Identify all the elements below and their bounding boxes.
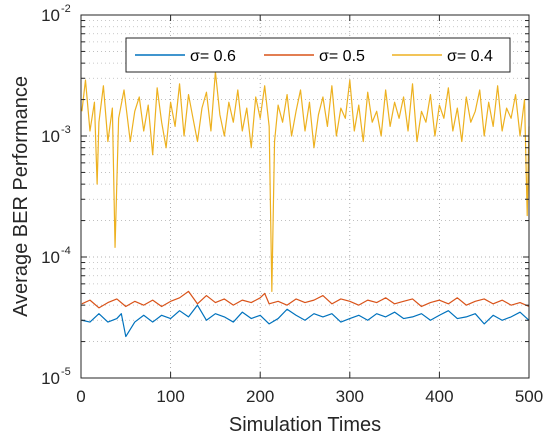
y-tick-exponent: -2 <box>61 3 71 15</box>
y-tick-label: 10 <box>41 369 60 388</box>
x-tick-label: 300 <box>336 387 364 406</box>
tick-labels: 10 -510 -410 -310 -20 100 200 300 400 500 <box>41 3 543 406</box>
plot-frame <box>80 14 530 379</box>
series-line-2 <box>81 71 530 292</box>
y-tick-exponent: -4 <box>61 245 71 257</box>
legend-label-0: σ= 0.6 <box>190 48 236 65</box>
legend-label-2: σ= 0.4 <box>447 48 493 65</box>
series-line-0 <box>81 304 530 338</box>
y-tick-exponent: -5 <box>61 366 71 378</box>
x-tick-label: 100 <box>156 387 184 406</box>
legend-label-1: σ= 0.5 <box>319 48 365 65</box>
x-tick-label: 200 <box>246 387 274 406</box>
x-tick-label: 500 <box>515 387 543 406</box>
legend-box <box>125 37 511 73</box>
y-axis-title: Average BER Performance <box>10 76 32 317</box>
y-tick-label: 10 <box>41 127 60 146</box>
axis-ticks <box>80 14 530 379</box>
legend: σ= 0.6 σ= 0.5 σ= 0.4 <box>125 37 511 73</box>
y-tick-exponent: -3 <box>61 124 71 136</box>
x-axis-title: Simulation Times <box>229 414 381 436</box>
series-lines <box>81 71 530 338</box>
y-tick-label: 10 <box>41 248 60 267</box>
series-line-1 <box>81 290 530 309</box>
x-tick-label: 400 <box>425 387 453 406</box>
plot-background <box>81 15 529 378</box>
y-tick-label: 10 <box>41 6 60 25</box>
x-tick-label: 0 <box>76 387 85 406</box>
